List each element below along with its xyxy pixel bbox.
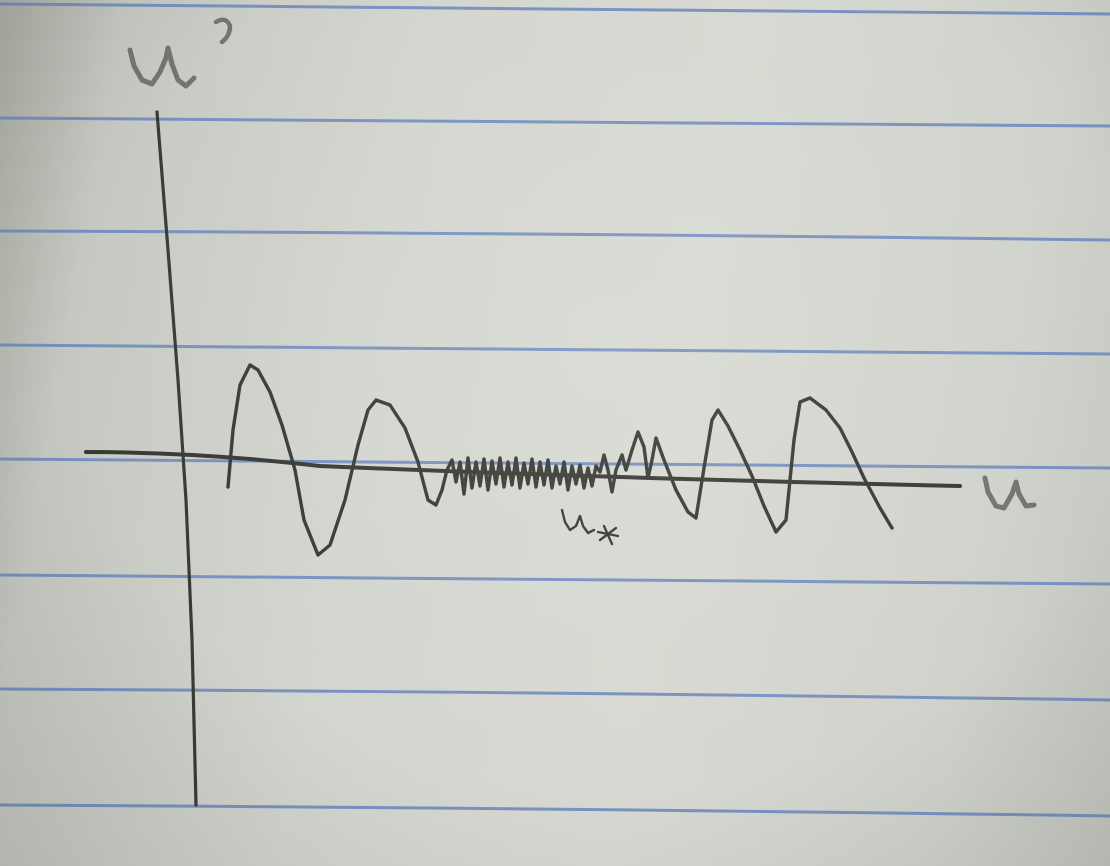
oscillation-curve: [226, 363, 894, 557]
ruled-lines: [0, 2, 1110, 818]
vertical-axis-line: [155, 110, 198, 807]
ruled-line: [0, 687, 1110, 702]
horizontal-axis-line: [84, 450, 962, 488]
ruled-line: [0, 343, 1110, 356]
horizontal-axis-label: [982, 475, 1037, 511]
vertical-axis-label: [127, 17, 233, 89]
ruled-line: [0, 573, 1110, 586]
ruled-line: [0, 803, 1110, 818]
ruled-line: [0, 457, 1110, 470]
ruled-line: [0, 2, 1110, 16]
ruled-line: [0, 229, 1110, 242]
u-star-label: [560, 508, 620, 546]
ruled-line: [0, 116, 1110, 128]
